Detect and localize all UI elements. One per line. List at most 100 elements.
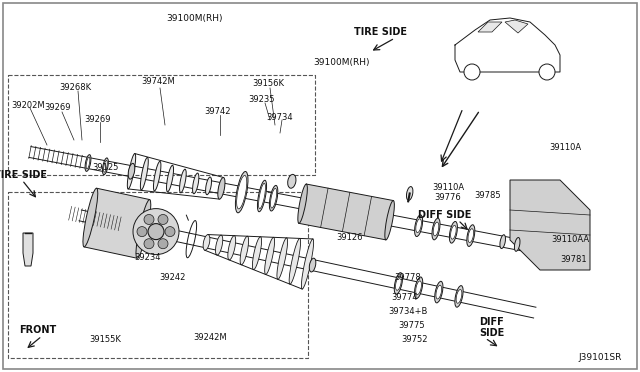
Text: 39268K: 39268K (59, 83, 91, 93)
Circle shape (133, 209, 179, 254)
Ellipse shape (240, 236, 248, 265)
Ellipse shape (218, 177, 225, 199)
Text: 39202M: 39202M (11, 100, 45, 109)
Ellipse shape (436, 285, 442, 299)
Ellipse shape (301, 239, 314, 289)
Circle shape (137, 227, 147, 237)
Text: 39774: 39774 (392, 294, 419, 302)
Text: 39125: 39125 (92, 164, 118, 173)
Ellipse shape (289, 238, 301, 284)
Circle shape (158, 215, 168, 224)
Ellipse shape (415, 277, 423, 299)
Text: 39126: 39126 (337, 234, 364, 243)
Text: 39776: 39776 (435, 193, 461, 202)
Text: 39242: 39242 (159, 273, 185, 282)
Ellipse shape (237, 176, 247, 209)
Ellipse shape (406, 187, 413, 201)
Ellipse shape (86, 157, 90, 169)
Ellipse shape (257, 180, 266, 212)
Circle shape (165, 227, 175, 237)
Ellipse shape (219, 181, 224, 196)
Ellipse shape (252, 237, 262, 270)
Circle shape (144, 239, 154, 249)
Ellipse shape (468, 229, 474, 243)
Text: SIDE: SIDE (479, 328, 504, 338)
Ellipse shape (180, 169, 186, 193)
Ellipse shape (85, 155, 91, 171)
Text: 39778: 39778 (395, 273, 421, 282)
Circle shape (144, 215, 154, 224)
Text: 39752: 39752 (402, 336, 428, 344)
Ellipse shape (416, 281, 422, 295)
Ellipse shape (228, 235, 236, 260)
Ellipse shape (216, 235, 223, 255)
Text: TIRE SIDE: TIRE SIDE (353, 27, 406, 37)
Ellipse shape (140, 157, 148, 190)
Text: 39234: 39234 (135, 253, 161, 263)
Ellipse shape (277, 238, 287, 279)
Polygon shape (23, 233, 33, 266)
Ellipse shape (451, 225, 456, 239)
Ellipse shape (435, 281, 443, 303)
Ellipse shape (456, 289, 462, 303)
Ellipse shape (136, 199, 151, 258)
Text: 39235: 39235 (249, 96, 275, 105)
Ellipse shape (500, 235, 506, 248)
Ellipse shape (298, 184, 307, 223)
Ellipse shape (449, 221, 458, 243)
Text: 39269: 39269 (84, 115, 111, 125)
Ellipse shape (288, 174, 296, 188)
Ellipse shape (127, 154, 136, 189)
Ellipse shape (415, 215, 422, 237)
Ellipse shape (104, 160, 108, 172)
Ellipse shape (515, 237, 520, 251)
Text: FRONT: FRONT (19, 325, 56, 335)
Ellipse shape (203, 235, 210, 250)
Text: 39742: 39742 (205, 108, 231, 116)
Ellipse shape (102, 158, 108, 175)
Text: 39742M: 39742M (141, 77, 175, 87)
Ellipse shape (236, 171, 248, 213)
Polygon shape (510, 180, 590, 270)
Text: 39781: 39781 (561, 256, 588, 264)
Text: 39110AA: 39110AA (551, 235, 589, 244)
Text: 39734+B: 39734+B (388, 308, 428, 317)
Ellipse shape (455, 286, 463, 307)
Ellipse shape (271, 188, 276, 208)
Polygon shape (84, 188, 150, 258)
Polygon shape (478, 22, 502, 32)
Ellipse shape (433, 222, 439, 236)
Ellipse shape (166, 165, 173, 192)
Ellipse shape (83, 188, 98, 247)
Circle shape (539, 64, 555, 80)
Ellipse shape (269, 185, 278, 211)
Circle shape (148, 224, 164, 240)
Text: 39100M(RH): 39100M(RH) (167, 13, 223, 22)
Ellipse shape (265, 237, 275, 275)
Ellipse shape (416, 219, 421, 232)
Text: DIFF: DIFF (479, 317, 504, 327)
Ellipse shape (467, 225, 475, 246)
Polygon shape (505, 20, 528, 33)
Text: 39100M(RH): 39100M(RH) (314, 58, 371, 67)
Text: TIRE SIDE: TIRE SIDE (0, 170, 47, 180)
Ellipse shape (205, 177, 212, 195)
Text: J39101SR: J39101SR (579, 353, 621, 362)
Text: 39775: 39775 (399, 321, 426, 330)
Ellipse shape (394, 273, 403, 294)
Text: 39734: 39734 (267, 113, 293, 122)
Text: 39156K: 39156K (252, 80, 284, 89)
Ellipse shape (385, 201, 394, 240)
Text: 39110A: 39110A (432, 183, 464, 192)
Text: 39269: 39269 (45, 103, 71, 112)
Ellipse shape (259, 183, 266, 209)
Text: 39785: 39785 (475, 190, 501, 199)
Ellipse shape (396, 276, 401, 290)
Text: 39155K: 39155K (89, 336, 121, 344)
Ellipse shape (432, 218, 440, 240)
Text: 39242M: 39242M (193, 334, 227, 343)
Ellipse shape (154, 161, 161, 191)
Ellipse shape (309, 258, 316, 272)
Circle shape (464, 64, 480, 80)
Polygon shape (299, 184, 394, 240)
